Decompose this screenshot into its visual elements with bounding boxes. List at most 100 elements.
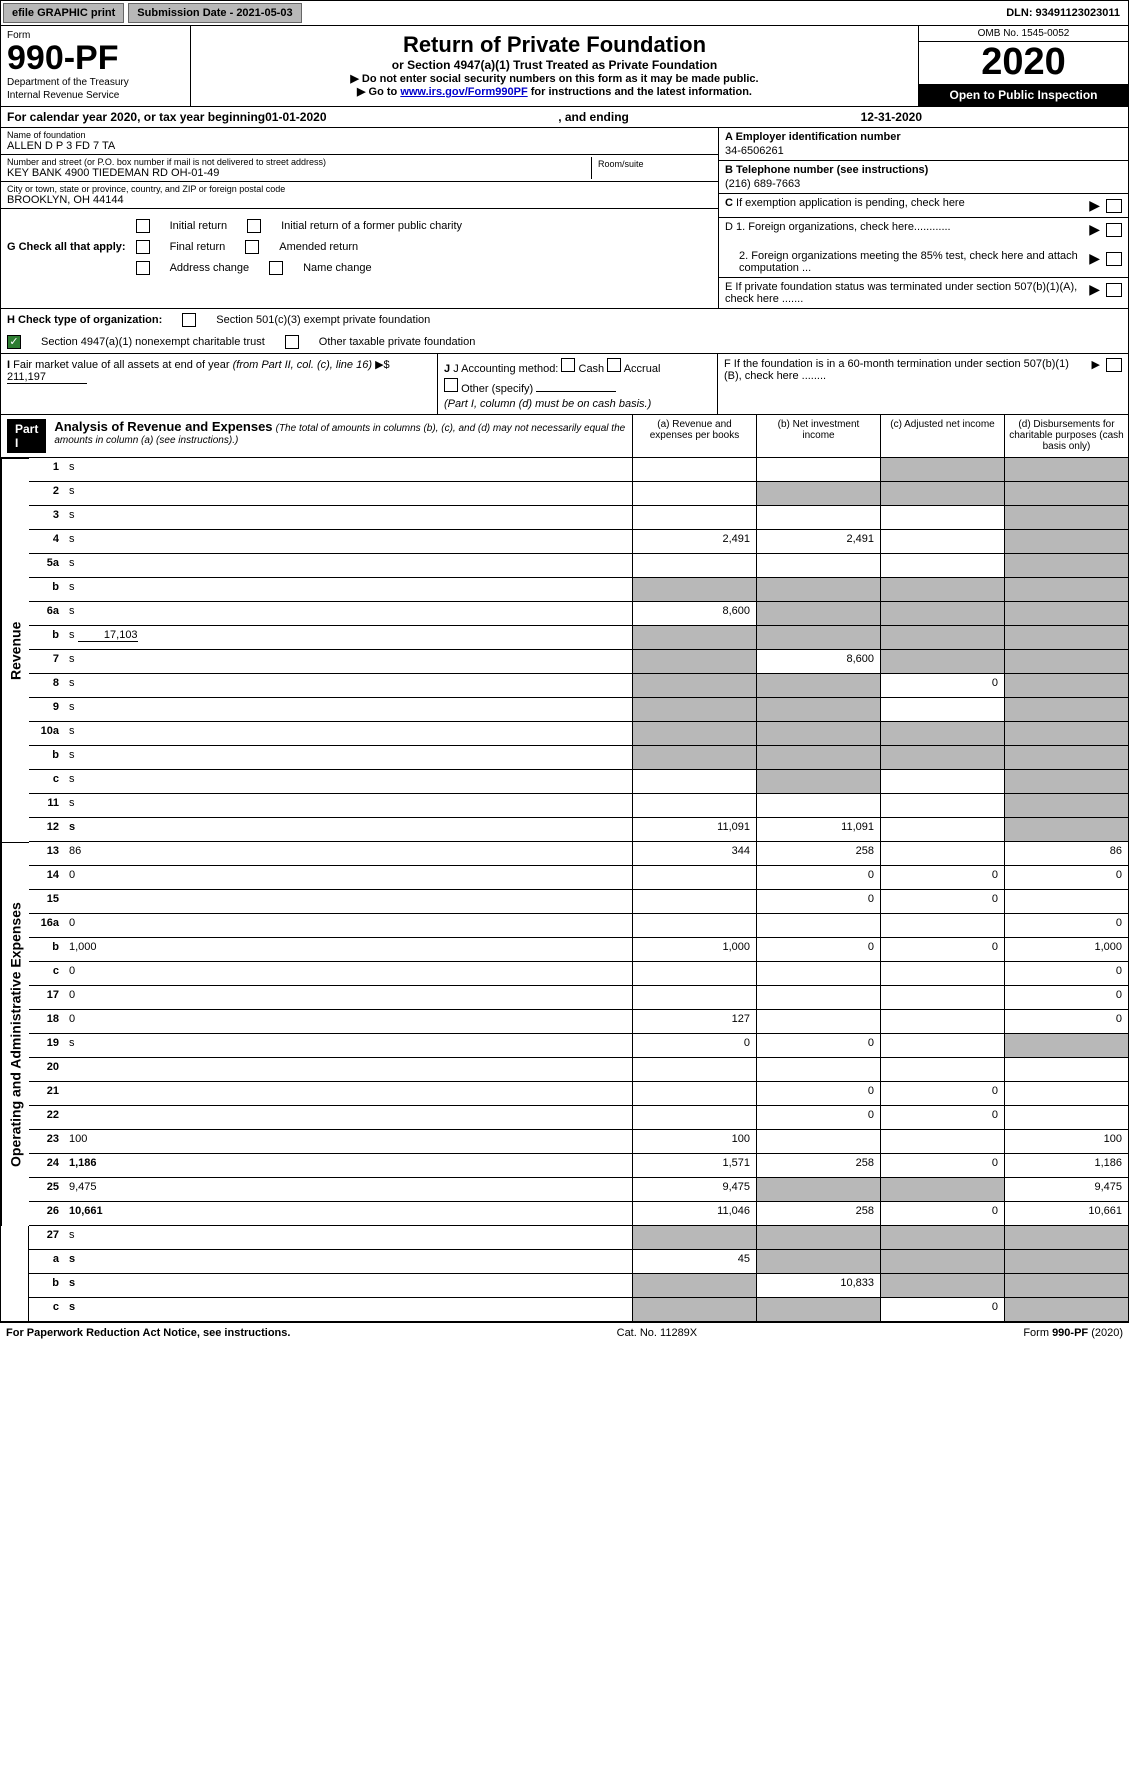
- row-number: 17: [29, 986, 65, 1009]
- row-desc: 100: [65, 1130, 633, 1153]
- checkbox-d2[interactable]: [1106, 252, 1122, 266]
- cell-value: [757, 554, 881, 577]
- cell-value: [633, 458, 757, 481]
- cell-value: 258: [757, 1154, 881, 1177]
- checkbox-cash[interactable]: [561, 358, 575, 372]
- checkbox-amended[interactable]: [245, 240, 259, 254]
- cell-value: [1005, 1058, 1129, 1081]
- cell-value: [633, 482, 757, 505]
- checkbox-4947a1[interactable]: ✓: [7, 335, 21, 349]
- row-number: 14: [29, 866, 65, 889]
- row-number: 9: [29, 698, 65, 721]
- cell-shaded: [881, 482, 1005, 505]
- row-number: 10a: [29, 722, 65, 745]
- form990pf-link[interactable]: www.irs.gov/Form990PF: [400, 86, 527, 98]
- top-bar: efile GRAPHIC print Submission Date - 20…: [0, 0, 1129, 26]
- row-number: 11: [29, 794, 65, 817]
- row-number: 8: [29, 674, 65, 697]
- row-desc: 10,661: [65, 1202, 633, 1225]
- table-row: 2610,66111,046258010,661: [29, 1202, 1129, 1226]
- row-number: 5a: [29, 554, 65, 577]
- row-desc: 86: [65, 842, 633, 865]
- cell-value: [757, 1058, 881, 1081]
- phone-value: (216) 689-7663: [725, 178, 800, 190]
- arrow-icon: ▶: [1089, 281, 1100, 298]
- table-row: 1s: [29, 458, 1129, 482]
- cell-value: [881, 1010, 1005, 1033]
- checkbox-c[interactable]: [1106, 199, 1122, 213]
- cell-value: 0: [881, 1202, 1005, 1225]
- row-number: 16a: [29, 914, 65, 937]
- checkbox-initial-former[interactable]: [247, 219, 261, 233]
- year-begin: 01-01-2020: [265, 110, 326, 124]
- checkbox-accrual[interactable]: [607, 358, 621, 372]
- cell-value: 344: [633, 842, 757, 865]
- foundation-name: ALLEN D P 3 FD 7 TA: [7, 140, 712, 152]
- checkbox-final-return[interactable]: [136, 240, 150, 254]
- col-b-header: (b) Net investment income: [756, 415, 880, 457]
- checkbox-d1[interactable]: [1106, 223, 1122, 237]
- cell-shaded: [1005, 1274, 1129, 1297]
- cell-value: 11,091: [757, 818, 881, 841]
- efile-print-button[interactable]: efile GRAPHIC print: [3, 3, 124, 23]
- row-number: c: [29, 1298, 65, 1321]
- ein-label: A Employer identification number: [725, 131, 901, 143]
- checkbox-501c3[interactable]: [182, 313, 196, 327]
- table-row: 23100100100: [29, 1130, 1129, 1154]
- cell-value: 0: [757, 1106, 881, 1129]
- cell-value: 100: [1005, 1130, 1129, 1153]
- expenses-sidebar: Operating and Administrative Expenses: [1, 842, 29, 1226]
- checkbox-address-change[interactable]: [136, 261, 150, 275]
- part1-header-row: Part I Analysis of Revenue and Expenses …: [0, 415, 1129, 458]
- cell-value: 8,600: [757, 650, 881, 673]
- cell-shaded: [1005, 1226, 1129, 1249]
- cell-value: 8,600: [633, 602, 757, 625]
- cell-shaded: [1005, 794, 1129, 817]
- cell-value: 0: [633, 1034, 757, 1057]
- footer-mid: Cat. No. 11289X: [617, 1327, 698, 1339]
- checkbox-f[interactable]: [1106, 358, 1122, 372]
- checkbox-other-taxable[interactable]: [285, 335, 299, 349]
- cell-value: [881, 1034, 1005, 1057]
- table-row: bs10,833: [29, 1274, 1129, 1298]
- table-row: as45: [29, 1250, 1129, 1274]
- cell-value: 11,091: [633, 818, 757, 841]
- row-number: 4: [29, 530, 65, 553]
- table-row: 241,1861,57125801,186: [29, 1154, 1129, 1178]
- cell-shaded: [757, 1298, 881, 1321]
- part1-title: Analysis of Revenue and Expenses: [54, 419, 272, 434]
- table-row: 3s: [29, 506, 1129, 530]
- row-desc: 0: [65, 866, 633, 889]
- cell-shaded: [1005, 530, 1129, 553]
- cell-shaded: [881, 746, 1005, 769]
- cell-value: 0: [881, 1106, 1005, 1129]
- checkbox-name-change[interactable]: [269, 261, 283, 275]
- row-desc: s: [65, 674, 633, 697]
- cell-value: [1005, 1106, 1129, 1129]
- cell-value: 9,475: [1005, 1178, 1129, 1201]
- header-right: OMB No. 1545-0052 2020 Open to Public In…: [918, 26, 1128, 106]
- submission-date-badge: Submission Date - 2021-05-03: [128, 3, 301, 23]
- cell-value: 127: [633, 1010, 757, 1033]
- row-desc: s: [65, 794, 633, 817]
- cell-shaded: [757, 770, 881, 793]
- ijf-block: I Fair market value of all assets at end…: [0, 354, 1129, 415]
- cell-value: 0: [881, 1082, 1005, 1105]
- city-label: City or town, state or province, country…: [7, 184, 712, 194]
- goto-note: ▶ Go to www.irs.gov/Form990PF for instru…: [197, 85, 912, 98]
- checkbox-other-method[interactable]: [444, 378, 458, 392]
- arrow-icon: ▶: [1089, 221, 1100, 238]
- cell-value: [881, 1130, 1005, 1153]
- row-desc: s: [65, 1250, 633, 1273]
- table-row: 8s0: [29, 674, 1129, 698]
- cell-value: [881, 506, 1005, 529]
- cell-shaded: [1005, 626, 1129, 649]
- checkbox-initial-return[interactable]: [136, 219, 150, 233]
- row-number: 24: [29, 1154, 65, 1177]
- arrow-icon: ▶: [1089, 250, 1100, 274]
- checkbox-e[interactable]: [1106, 283, 1122, 297]
- addr-value: KEY BANK 4900 TIEDEMAN RD OH-01-49: [7, 167, 591, 179]
- cell-value: 86: [1005, 842, 1129, 865]
- cell-value: [757, 1010, 881, 1033]
- table-row: bs 17,103: [29, 626, 1129, 650]
